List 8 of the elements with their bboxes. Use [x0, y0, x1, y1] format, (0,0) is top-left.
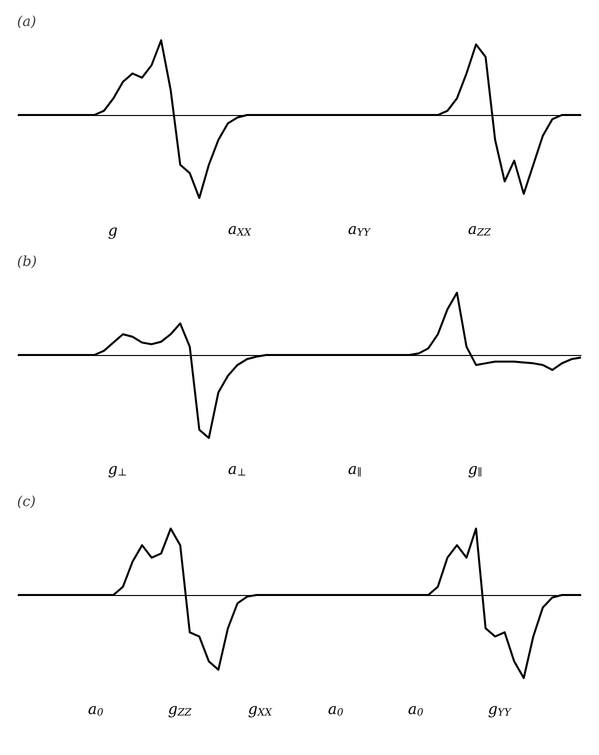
text: g⊥: [108, 460, 128, 478]
chart-title: (c): [17, 494, 36, 510]
chart-title: (b): [17, 254, 37, 270]
text: g∥: [468, 460, 482, 478]
text: g: [108, 222, 118, 240]
chart-title: (a): [17, 14, 36, 30]
text: a∥: [348, 460, 362, 478]
text: a⊥: [228, 460, 246, 478]
